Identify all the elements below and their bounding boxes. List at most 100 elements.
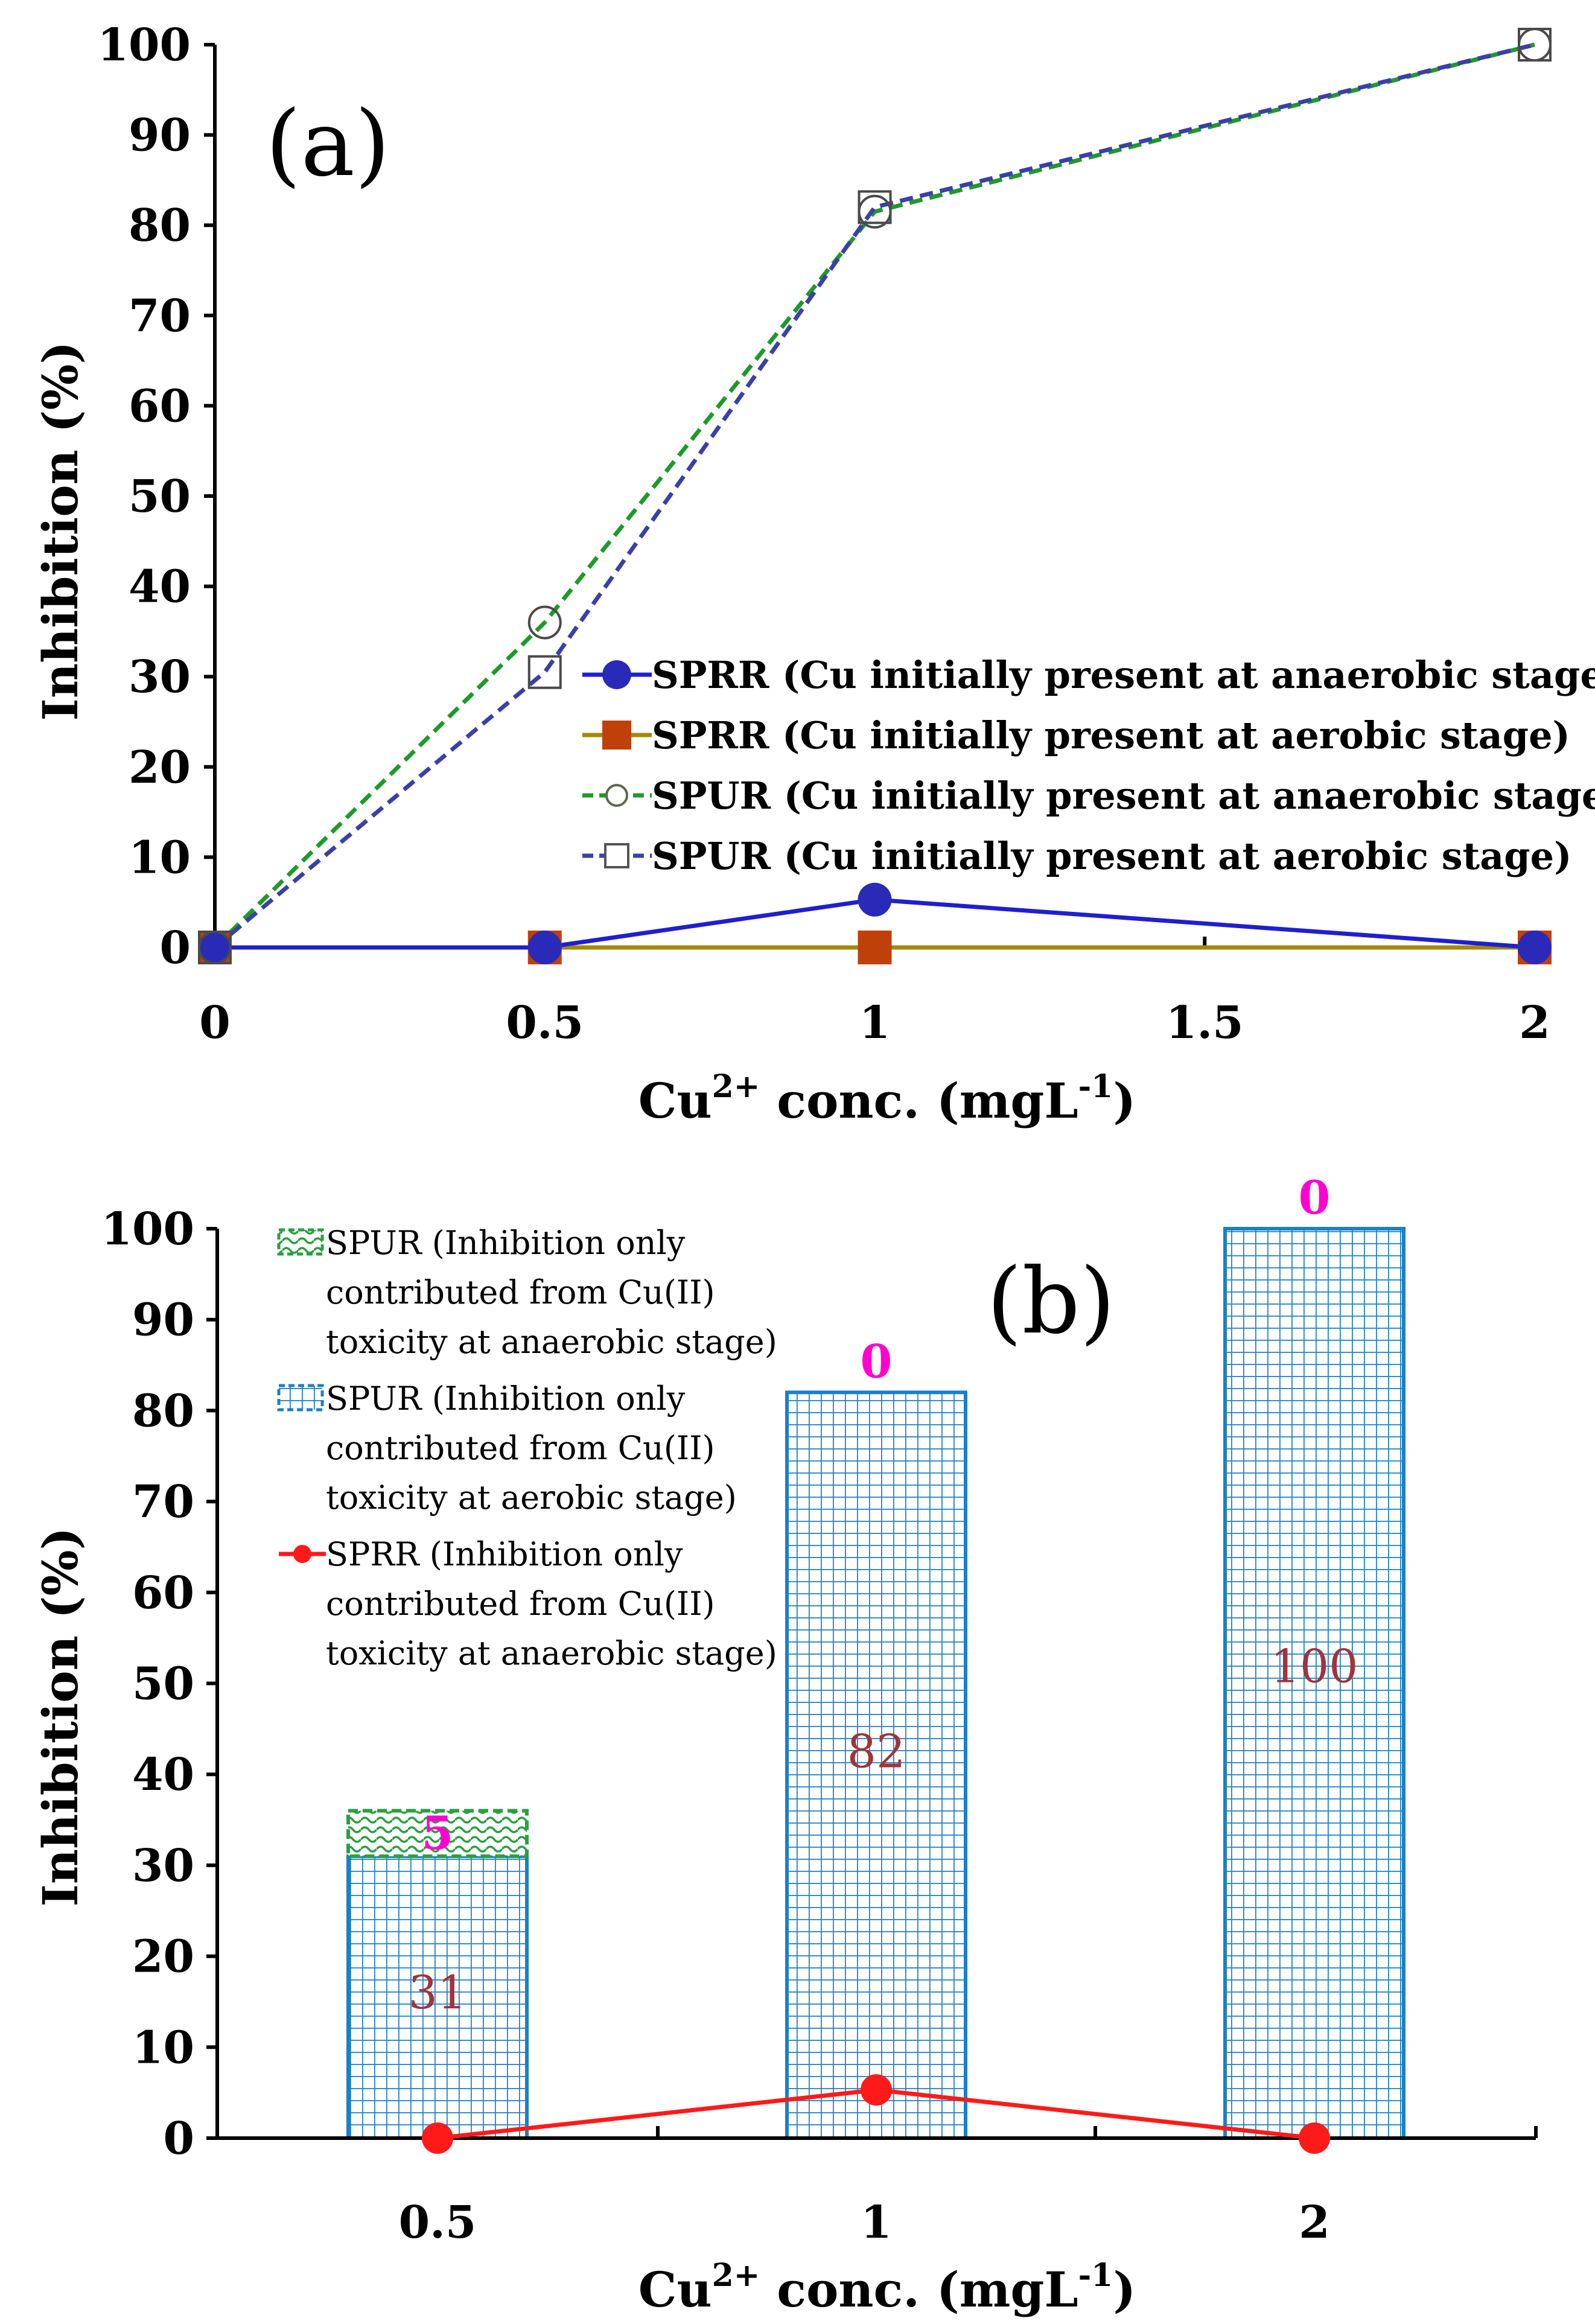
- x-tick-label: 1.5: [1166, 997, 1244, 1049]
- legend-item-spur-anaerobic-stage: SPUR (Inhibition only contributed from C…: [277, 1224, 777, 1361]
- data-point: [198, 931, 232, 964]
- series-line: [213, 42, 1535, 949]
- y-tick-label: 30: [132, 1840, 194, 1892]
- legend-label: contributed from Cu(II): [326, 1429, 715, 1467]
- legend-label: contributed from Cu(II): [326, 1585, 715, 1623]
- x-tick-label: 2: [1299, 2197, 1330, 2249]
- panel-a-line-chart: 0 10 20 30 40 50 60 70 80 90 100 0 0.5 1 1.5 2 (a) Inh…: [32, 19, 1595, 1129]
- y-tick-label: 40: [129, 561, 191, 613]
- panel-b-x-ticks: 0.5 1 2: [399, 2126, 1538, 2249]
- data-point: [1299, 2122, 1330, 2154]
- y-tick-label: 60: [132, 1567, 194, 1619]
- bar-value-label-anaerobic: 0: [861, 1334, 893, 1388]
- y-tick-label: 100: [98, 19, 191, 71]
- y-tick-label: 50: [132, 1658, 194, 1710]
- bar-value-label: 31: [409, 1966, 467, 2019]
- x-tick-label: 0.5: [399, 2197, 477, 2249]
- y-tick-label: 70: [129, 290, 191, 342]
- legend-item-sprr-anaerobic-stage: SPRR (Inhibition only contributed from C…: [279, 1535, 777, 1672]
- y-tick-label: 30: [129, 651, 191, 703]
- data-point: [858, 190, 892, 224]
- legend-marker-open-square: [604, 843, 629, 868]
- data-point: [858, 931, 892, 964]
- bar-value-label: 100: [1270, 1639, 1358, 1693]
- y-tick-label: 0: [160, 922, 191, 974]
- y-tick-label: 0: [164, 2113, 195, 2165]
- legend-swatch-blue: [277, 1384, 324, 1412]
- series-line: [215, 897, 1535, 950]
- y-tick-label: 70: [132, 1476, 194, 1528]
- legend-item-sprr-aerobic: SPRR (Cu initially present at aerobic st…: [582, 713, 1570, 757]
- panel-a-x-ticks: 0 0.5 1 1.5 2: [199, 937, 1550, 1049]
- data-point: [422, 2122, 453, 2154]
- bar-value-label-anaerobic: 5: [422, 1806, 454, 1860]
- data-point: [527, 655, 562, 689]
- y-tick-label: 60: [129, 380, 191, 432]
- y-tick-label: 80: [129, 200, 191, 252]
- bar-value-label-anaerobic: 0: [1299, 1171, 1331, 1224]
- data-point: [1518, 28, 1552, 62]
- x-tick-label: 2: [1519, 997, 1550, 1049]
- panel-b-legend: SPUR (Inhibition only contributed from C…: [277, 1224, 777, 1672]
- legend-label: SPUR (Cu initially present at anaerobic …: [652, 774, 1595, 818]
- panel-b-label: (b): [987, 1249, 1115, 1354]
- y-tick-label: 90: [132, 1294, 194, 1346]
- legend-label: SPUR (Inhibition only: [326, 1224, 686, 1262]
- y-tick-label: 40: [132, 1749, 194, 1801]
- legend-item-spur-aerobic: SPUR (Cu initially present at aerobic st…: [582, 834, 1571, 878]
- legend-label: SPUR (Inhibition only: [326, 1380, 686, 1418]
- legend-label: contributed from Cu(II): [326, 1273, 715, 1311]
- y-tick-label: 100: [101, 1203, 194, 1255]
- panel-b-x-axis-title: Cu2+ conc. (mgL-1): [638, 2257, 1136, 2318]
- panel-b-y-ticks: 0 10 20 30 40 50 60 70 80 90 100: [101, 1203, 217, 2165]
- legend-label: SPUR (Cu initially present at aerobic st…: [652, 834, 1571, 878]
- legend-label: SPRR (Cu initially present at aerobic st…: [652, 713, 1570, 757]
- data-point: [858, 882, 892, 917]
- data-point: [527, 605, 562, 640]
- x-tick-label: 1: [859, 997, 891, 1049]
- y-tick-label: 80: [132, 1385, 194, 1437]
- data-point: [861, 2074, 892, 2106]
- legend-swatch-green: [277, 1228, 324, 1256]
- y-tick-label: 20: [129, 742, 191, 794]
- panel-a-series: [198, 28, 1552, 964]
- panel-b-bars: [346, 1227, 1406, 2141]
- data-point: [1518, 931, 1552, 964]
- x-tick-label: 0.5: [506, 997, 584, 1049]
- legend-marker-red-circle: [293, 1545, 311, 1563]
- legend-marker-filled-circle: [602, 660, 631, 689]
- bar-value-label: 82: [847, 1724, 906, 1778]
- y-tick-label: 10: [129, 832, 191, 883]
- panel-a-y-axis-title: Inhibition (%): [32, 342, 89, 721]
- panel-a-legend: SPRR (Cu initially present at anaerobic …: [582, 653, 1595, 878]
- panel-b-sprr-series: [422, 2074, 1330, 2154]
- x-tick-label: 1: [861, 2197, 892, 2249]
- y-tick-label: 20: [132, 1931, 194, 1983]
- y-tick-label: 90: [129, 110, 191, 162]
- legend-label: SPRR (Inhibition only: [326, 1535, 683, 1573]
- legend-label: toxicity at anaerobic stage): [326, 1634, 777, 1672]
- bar-spur-anaerobic: [346, 1809, 529, 1858]
- legend-marker-filled-square: [602, 721, 631, 750]
- data-point: [527, 931, 562, 964]
- panel-b-y-axis-title: Inhibition (%): [32, 1527, 89, 1907]
- legend-marker-open-circle: [605, 784, 628, 807]
- y-tick-label: 50: [129, 471, 191, 523]
- legend-label: SPRR (Cu initially present at anaerobic …: [652, 653, 1595, 697]
- legend-item-spur-anaerobic: SPUR (Cu initially present at anaerobic …: [582, 774, 1595, 818]
- legend-item-sprr-anaerobic: SPRR (Cu initially present at anaerobic …: [582, 653, 1595, 697]
- panel-a-y-ticks: 0 10 20 30 40 50 60 70 80 90 100: [98, 19, 215, 974]
- panel-a-label: (a): [266, 92, 390, 197]
- series-line: [213, 42, 1535, 949]
- panel-b-value-labels: 31 5 82 0 100 0: [409, 1171, 1358, 2019]
- legend-label: toxicity at aerobic stage): [326, 1479, 737, 1517]
- data-point: [198, 931, 232, 964]
- legend-item-spur-aerobic-stage: SPUR (Inhibition only contributed from C…: [277, 1380, 737, 1517]
- bar-spur-aerobic: [346, 1854, 529, 2141]
- legend-label: toxicity at anaerobic stage): [326, 1323, 777, 1361]
- panel-a-x-axis-title: Cu2+ conc. (mgL-1): [638, 1068, 1136, 1129]
- x-tick-label: 0: [199, 997, 231, 1049]
- y-tick-label: 10: [132, 2022, 194, 2074]
